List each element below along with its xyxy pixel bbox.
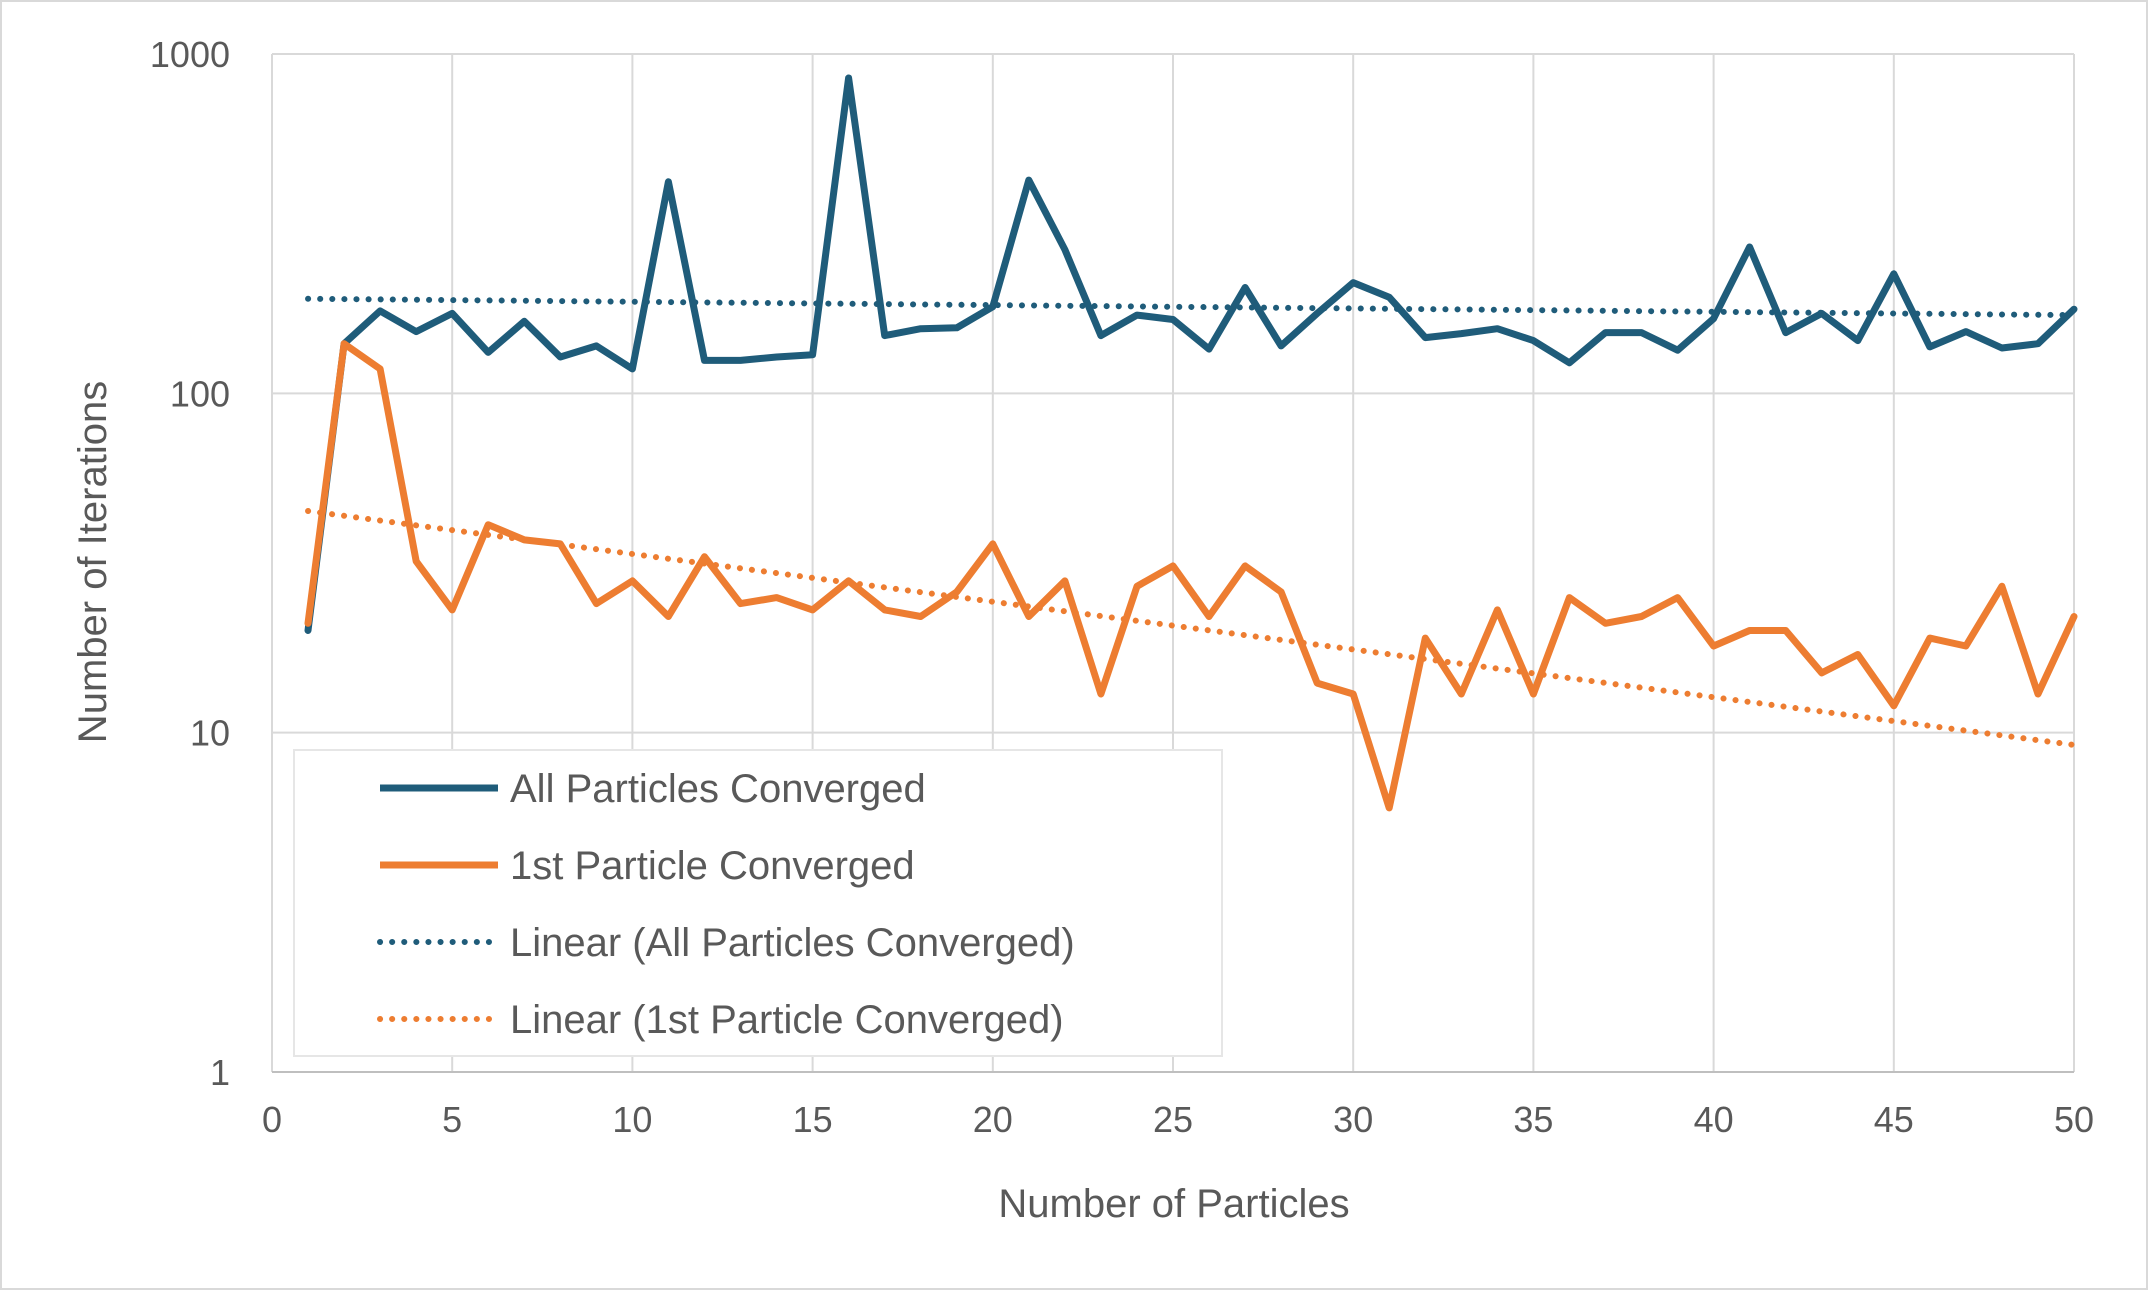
series-all-particles-converged (304, 74, 2078, 634)
trendline-all-particles (305, 295, 2077, 319)
y-tick-label: 100 (170, 373, 230, 414)
legend-box (293, 749, 1223, 1057)
y-tick-label: 1000 (150, 34, 230, 75)
x-tick-label: 30 (1333, 1099, 1373, 1140)
axis-labels: 0 5 10 15 20 25 30 35 40 45 50 1 10 100 1000 (150, 34, 2094, 1140)
legend-label-linear-all: Linear (All Particles Converged) (510, 921, 1075, 965)
legend-label-first-particle: 1st Particle Converged (510, 844, 915, 888)
legend-entry-linear-first: Linear (1st Particle Converged) (377, 998, 1064, 1042)
x-tick-label: 20 (973, 1099, 1013, 1140)
y-tick-label: 10 (190, 713, 230, 754)
x-tick-label: 25 (1153, 1099, 1193, 1140)
x-tick-label: 0 (262, 1099, 282, 1140)
legend-label-all-particles: All Particles Converged (510, 767, 926, 811)
x-axis-title: Number of Particles (998, 1182, 1349, 1226)
series-first-particle-converged (304, 340, 2078, 812)
y-axis-title: Number of Iterations (71, 381, 115, 743)
x-tick-label: 10 (612, 1099, 652, 1140)
x-tick-label: 50 (2054, 1099, 2094, 1140)
x-tick-label: 40 (1694, 1099, 1734, 1140)
series-layer (304, 74, 2078, 812)
legend: All Particles Converged 1st Particle Con… (293, 749, 1223, 1057)
x-tick-label: 35 (1513, 1099, 1553, 1140)
y-tick-label: 1 (210, 1052, 230, 1093)
legend-entry-first-particle: 1st Particle Converged (380, 844, 915, 888)
legend-entry-all-particles: All Particles Converged (380, 767, 926, 811)
legend-entry-linear-all: Linear (All Particles Converged) (377, 921, 1075, 965)
legend-label-linear-first: Linear (1st Particle Converged) (510, 998, 1064, 1042)
trendline-first-particle (305, 508, 2077, 748)
x-tick-label: 5 (442, 1099, 462, 1140)
x-tick-label: 45 (1874, 1099, 1914, 1140)
x-tick-label: 15 (793, 1099, 833, 1140)
